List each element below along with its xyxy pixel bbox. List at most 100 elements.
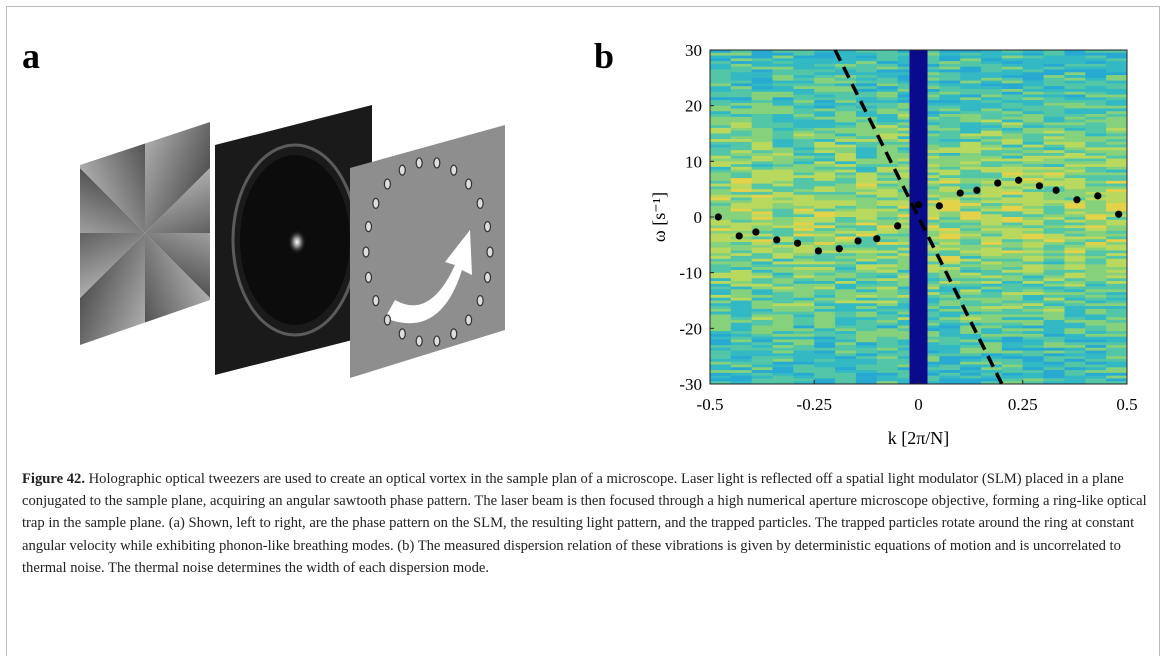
heatmap-cell (939, 169, 961, 173)
heatmap-cell (730, 111, 753, 115)
heatmap-cell (1022, 358, 1045, 363)
heatmap-cell (793, 228, 815, 232)
heatmap-cell (835, 58, 857, 62)
heatmap-cell (1022, 150, 1045, 154)
heatmap-cell (730, 230, 753, 235)
heatmap-cell (814, 289, 836, 293)
heatmap-cell (772, 281, 794, 285)
heatmap-cell (793, 311, 815, 315)
heatmap-cell (1085, 50, 1107, 54)
heatmap-cell (1022, 244, 1045, 249)
heatmap-cell (918, 370, 940, 374)
particle (433, 157, 441, 169)
heatmap-cell (710, 141, 732, 146)
heatmap-cell (730, 342, 753, 346)
heatmap-cell (835, 164, 857, 168)
heatmap-cell (876, 130, 899, 134)
heatmap-cell (772, 141, 794, 146)
heatmap-cell (918, 111, 940, 115)
heatmap-cell (793, 80, 815, 84)
heatmap-cell (793, 219, 815, 224)
heatmap-cell (1106, 353, 1127, 357)
heatmap-cell (730, 208, 753, 212)
heatmap-cell (876, 375, 899, 379)
heatmap-cell (730, 155, 753, 160)
heatmap-cell (855, 97, 878, 101)
heatmap-cell (960, 100, 982, 104)
heatmap-cell (960, 311, 982, 315)
heatmap-cell (1106, 175, 1127, 179)
heatmap-cell (1106, 50, 1127, 54)
heatmap-cell (1085, 122, 1107, 126)
heatmap-cell (772, 125, 794, 129)
heatmap-cell (1001, 356, 1024, 360)
heatmap-cell (855, 52, 878, 57)
heatmap-cell (855, 297, 878, 301)
heatmap-cell (1106, 169, 1127, 173)
heatmap-cell (1064, 161, 1086, 165)
heatmap-cell (751, 80, 774, 84)
heatmap-cell (855, 214, 878, 218)
heatmap-cell (897, 52, 919, 57)
heatmap-cell (1022, 367, 1045, 371)
heatmap-cell (1043, 66, 1065, 70)
heatmap-cell (918, 63, 940, 68)
heatmap-cell (814, 286, 836, 290)
heatmap-cell (710, 367, 732, 371)
heatmap-cell (1022, 347, 1045, 352)
heatmap-cell (939, 77, 961, 82)
heatmap-cell (1085, 152, 1107, 157)
heatmap-cell (1106, 161, 1127, 165)
heatmap-cell (772, 372, 794, 377)
heatmap-cell (1064, 86, 1086, 90)
heatmap-cell (730, 178, 753, 182)
heatmap-cell (1106, 178, 1127, 182)
heatmap-cell (897, 161, 919, 165)
heatmap-cell (730, 292, 753, 296)
heatmap-cell (876, 194, 899, 199)
heatmap-cell (1022, 378, 1045, 382)
heatmap-cell (730, 297, 753, 301)
heatmap-cell (1043, 317, 1065, 321)
heatmap-cell (730, 281, 753, 285)
caption-text: Holographic optical tweezers are used to… (22, 471, 1147, 576)
heatmap-cell (814, 253, 836, 257)
heatmap-cell (835, 136, 857, 140)
heatmap-cell (1106, 289, 1127, 293)
heatmap-cell (918, 180, 940, 185)
heatmap-cell (793, 247, 815, 251)
heatmap-cell (1064, 208, 1086, 212)
heatmap-cell (1064, 175, 1086, 179)
heatmap-cell (835, 269, 857, 274)
data-point (973, 186, 981, 194)
heatmap-cell (939, 141, 961, 146)
heatmap-cell (835, 328, 857, 332)
heatmap-cell (793, 94, 815, 98)
heatmap-cell (897, 228, 919, 232)
heatmap-cell (939, 66, 961, 70)
heatmap-cell (876, 94, 899, 98)
heatmap-cell (855, 183, 878, 187)
heatmap-cell (1085, 306, 1107, 310)
heatmap-cell (981, 372, 1003, 377)
heatmap-cell (710, 125, 732, 129)
heatmap-cell (1106, 239, 1127, 243)
heatmap-cell (793, 161, 815, 165)
heatmap-cell (918, 197, 940, 201)
heatmap-cell (730, 108, 753, 112)
heatmap-cell (751, 50, 774, 54)
heatmap-cell (793, 297, 815, 301)
heatmap-cell (835, 61, 857, 65)
heatmap-cell (1022, 345, 1045, 349)
heatmap-cell (710, 155, 732, 160)
heatmap-cell (981, 239, 1003, 243)
heatmap-cell (855, 378, 878, 382)
heatmap-cell (793, 97, 815, 101)
heatmap-cell (876, 350, 899, 354)
heatmap-cell (751, 314, 774, 318)
heatmap-cell (1022, 200, 1045, 204)
heatmap-cell (876, 258, 899, 263)
heatmap-cell (1064, 253, 1086, 257)
heatmap-cell (1022, 155, 1045, 160)
heatmap-cell (835, 116, 857, 121)
